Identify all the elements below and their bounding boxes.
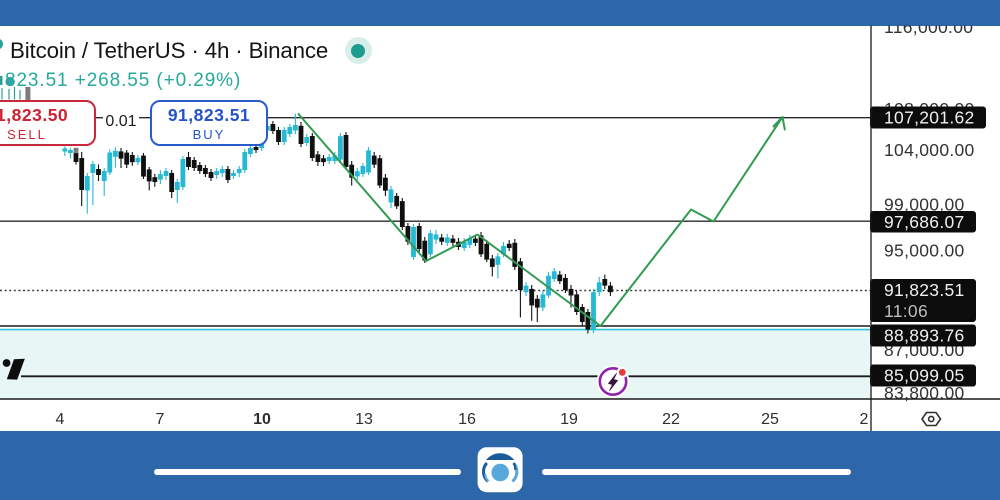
svg-text:99,000.00: 99,000.00: [884, 195, 965, 215]
svg-text:2: 2: [860, 411, 869, 428]
svg-text:22: 22: [662, 411, 680, 428]
svg-text:10: 10: [253, 411, 271, 428]
svg-text:104,000.00: 104,000.00: [884, 140, 975, 160]
svg-text:13: 13: [355, 411, 373, 428]
svg-text:85,099.05: 85,099.05: [884, 366, 965, 386]
svg-text:25: 25: [761, 411, 779, 428]
svg-text:83,800.00: 83,800.00: [884, 383, 965, 403]
svg-text:4: 4: [56, 411, 65, 428]
svg-text:107,201.62: 107,201.62: [884, 108, 975, 128]
svg-text:16: 16: [458, 411, 476, 428]
svg-text:91,823.51: 91,823.51: [884, 280, 965, 300]
svg-text:19: 19: [560, 411, 578, 428]
svg-text:97,686.07: 97,686.07: [884, 212, 965, 232]
svg-text:7: 7: [156, 411, 165, 428]
svg-text:95,000.00: 95,000.00: [884, 241, 965, 261]
svg-text:88,893.76: 88,893.76: [884, 326, 965, 346]
svg-text:11:06: 11:06: [884, 301, 928, 321]
